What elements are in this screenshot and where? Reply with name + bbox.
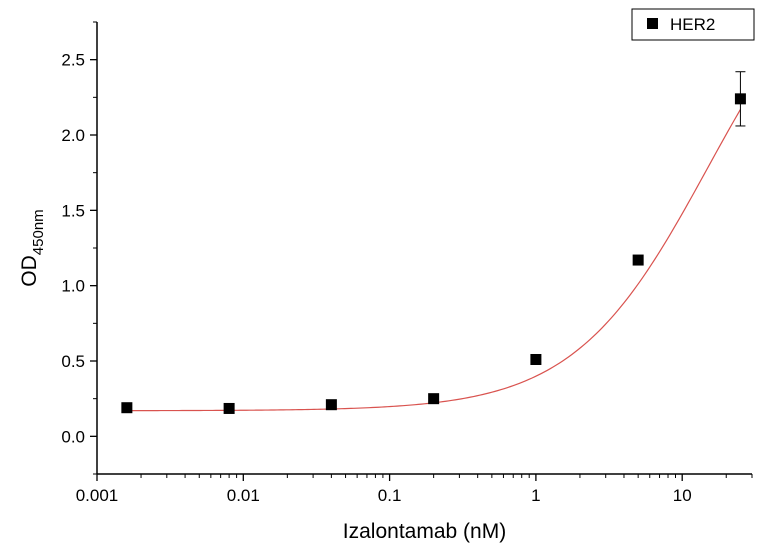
- legend-marker-her2: [647, 18, 658, 29]
- data-point: [121, 402, 133, 414]
- data-point: [632, 254, 644, 266]
- legend-label-her2: HER2: [670, 15, 715, 34]
- y-tick-label: 2.5: [61, 51, 85, 70]
- plot-frame: [96, 22, 752, 475]
- legend: HER2: [631, 8, 755, 41]
- x-axis-title: Izalontamab (nM): [343, 520, 506, 543]
- x-tick-label: 0.001: [76, 486, 119, 505]
- x-axis-ticks: 0.001 0.01 0.1 1 10: [76, 474, 753, 505]
- y-axis-title-main: OD: [18, 255, 41, 287]
- x-tick-label: 0.01: [227, 486, 260, 505]
- data-point: [325, 399, 337, 411]
- y-axis-title: OD450nm: [18, 209, 47, 286]
- data-points: [121, 71, 746, 414]
- y-axis-title-subscript: 450nm: [30, 209, 47, 255]
- data-point: [223, 402, 235, 414]
- fit-curve: [126, 109, 741, 412]
- data-point: [428, 393, 440, 405]
- x-tick-label: 10: [673, 486, 692, 505]
- data-point: [734, 93, 746, 105]
- data-point: [530, 353, 542, 365]
- y-tick-label: 1.5: [61, 201, 85, 220]
- x-tick-label: 0.1: [378, 486, 402, 505]
- y-tick-label: 1.0: [61, 277, 85, 296]
- y-tick-label: 2.0: [61, 126, 85, 145]
- y-tick-label: 0.0: [61, 427, 85, 446]
- y-axis-ticks: 0.0 0.5 1.0 1.5 2.0 2.5: [61, 21, 97, 475]
- x-tick-label: 1: [531, 486, 540, 505]
- y-tick-label: 0.5: [61, 352, 85, 371]
